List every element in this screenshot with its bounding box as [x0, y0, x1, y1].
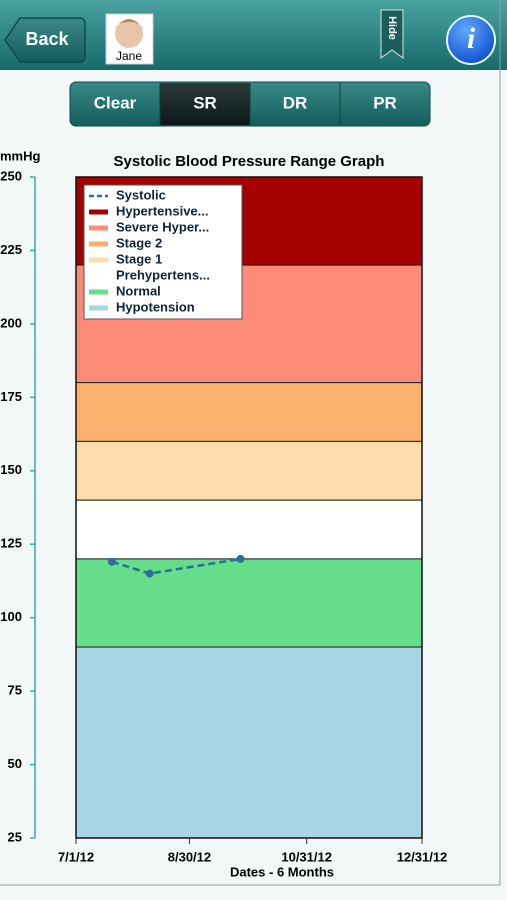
legend-label: Severe Hyper... [116, 219, 209, 234]
y-axis-label: mmHg [0, 148, 41, 163]
range-band [75, 382, 423, 442]
y-tick-label: 50 [8, 756, 22, 771]
segment-button[interactable]: DR [283, 93, 308, 112]
legend-box [83, 184, 243, 320]
y-tick-label: 75 [8, 683, 22, 698]
segment-button[interactable]: PR [373, 93, 397, 112]
info-button[interactable]: i [446, 15, 496, 65]
data-point [107, 557, 116, 566]
y-tick-label: 225 [0, 242, 22, 257]
hide-tab[interactable]: Hide [380, 9, 404, 59]
back-button[interactable]: Back [4, 17, 86, 63]
legend-label: Hypotension [116, 299, 195, 314]
legend-label: Stage 1 [116, 251, 162, 266]
back-label: Back [25, 29, 69, 49]
info-label: i [467, 22, 476, 55]
y-tick-label: 25 [8, 829, 22, 844]
segment-button[interactable]: Clear [94, 93, 137, 112]
range-band [75, 440, 423, 501]
user-name: Jane [116, 49, 142, 63]
x-tick-label: 12/31/12 [397, 849, 448, 864]
legend-label: Hypertensive... [116, 203, 209, 218]
data-point [145, 569, 154, 578]
x-tick-label: 10/31/12 [281, 849, 332, 864]
y-tick-label: 175 [0, 389, 22, 404]
x-tick-label: 8/30/12 [168, 849, 211, 864]
user-avatar[interactable]: Jane [105, 13, 154, 65]
hide-label: Hide [386, 16, 398, 40]
y-tick-label: 200 [0, 315, 22, 330]
range-band [75, 558, 423, 648]
chart-title: Systolic Blood Pressure Range Graph [114, 153, 385, 170]
legend-label: Normal [116, 283, 161, 298]
legend-label: Prehypertens... [116, 267, 210, 282]
range-band [75, 646, 423, 839]
legend-label: Stage 2 [116, 235, 162, 250]
segment-selected [160, 83, 250, 125]
y-tick-label: 100 [0, 609, 22, 624]
data-point [236, 554, 245, 563]
plot-frame [75, 176, 423, 839]
segment-button[interactable]: SR [193, 93, 217, 112]
x-axis-label: Dates - 6 Months [230, 864, 334, 879]
y-tick-label: 250 [0, 168, 22, 183]
legend-label: Systolic [116, 187, 166, 202]
x-tick-label: 7/1/12 [58, 849, 94, 864]
y-tick-label: 150 [0, 462, 22, 477]
range-band [75, 499, 423, 560]
y-tick-label: 125 [0, 536, 22, 551]
